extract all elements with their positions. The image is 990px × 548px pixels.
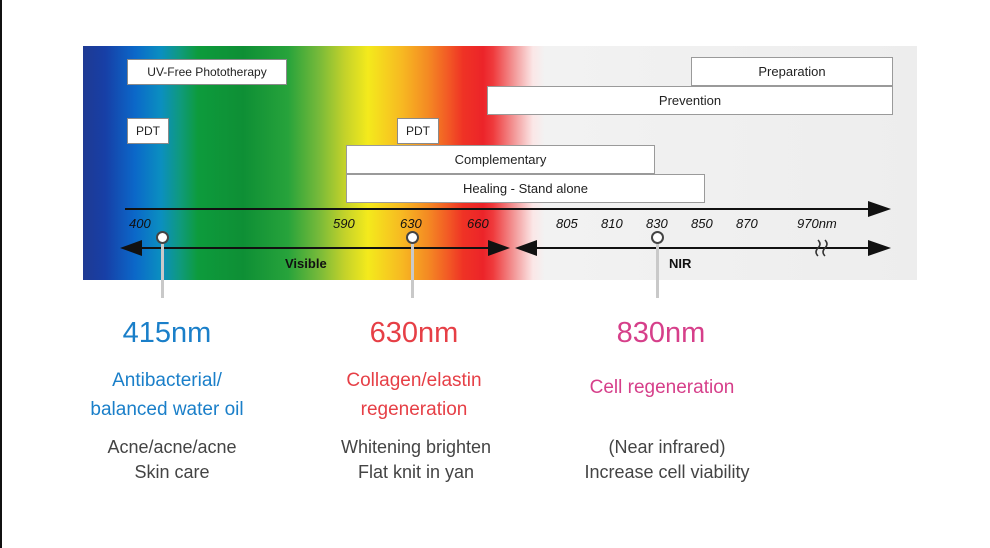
- desc-415-line1: Acne/acne/acne: [107, 437, 237, 457]
- uv-free-phototherapy-label: UV-Free Phototherapy: [127, 59, 287, 85]
- tick-805: 805: [556, 216, 578, 231]
- visible-range-label: Visible: [285, 256, 327, 271]
- healing-stand-alone-bar: Healing - Stand alone: [346, 174, 705, 203]
- axis-break-icon: [815, 239, 828, 257]
- stem-630: [411, 240, 414, 298]
- wavelength-axis-arrow: [125, 201, 891, 217]
- benefit-630-line2: regeneration: [360, 399, 468, 420]
- benefit-630-line1: Collagen/elastin: [346, 370, 482, 391]
- nir-range-arrow: [515, 240, 891, 256]
- complementary-bar: Complementary: [346, 145, 655, 174]
- pdt-left-label: PDT: [127, 118, 169, 144]
- desc-830-line1: (Near infrared): [608, 437, 726, 457]
- prevention-bar: Prevention: [487, 86, 893, 115]
- tick-830: 830: [646, 216, 668, 231]
- benefit-830-line1: Cell regeneration: [589, 377, 735, 398]
- stem-415: [161, 240, 164, 298]
- marker-630: [406, 231, 419, 244]
- benefit-415-line2: balanced water oil: [90, 399, 244, 420]
- tick-660: 660: [467, 216, 489, 231]
- benefit-415-line1: Antibacterial/: [112, 370, 222, 391]
- desc-830-line2: Increase cell viability: [584, 462, 750, 482]
- marker-830: [651, 231, 664, 244]
- tick-970nm: 970nm: [797, 216, 837, 231]
- tick-850: 850: [691, 216, 713, 231]
- tick-590: 590: [333, 216, 355, 231]
- desc-630-line1: Whitening brighten: [340, 437, 492, 457]
- tick-630: 630: [400, 216, 422, 231]
- stem-830: [656, 240, 659, 298]
- preparation-bar: Preparation: [691, 57, 893, 86]
- pdt-right-label: PDT: [397, 118, 439, 144]
- frame-edge: [0, 0, 2, 548]
- tick-810: 810: [601, 216, 623, 231]
- visible-range-arrow: [120, 240, 510, 256]
- nir-range-label: NIR: [669, 256, 692, 271]
- tick-400: 400: [129, 216, 151, 231]
- desc-415-line2: Skin care: [134, 462, 210, 482]
- wavelength-630-heading: 630nm: [369, 317, 459, 349]
- marker-415: [156, 231, 169, 244]
- desc-630-line2: Flat knit in yan: [357, 462, 475, 482]
- tick-870: 870: [736, 216, 758, 231]
- wavelength-415-heading: 415nm: [122, 317, 212, 349]
- wavelength-830-heading: 830nm: [616, 317, 706, 349]
